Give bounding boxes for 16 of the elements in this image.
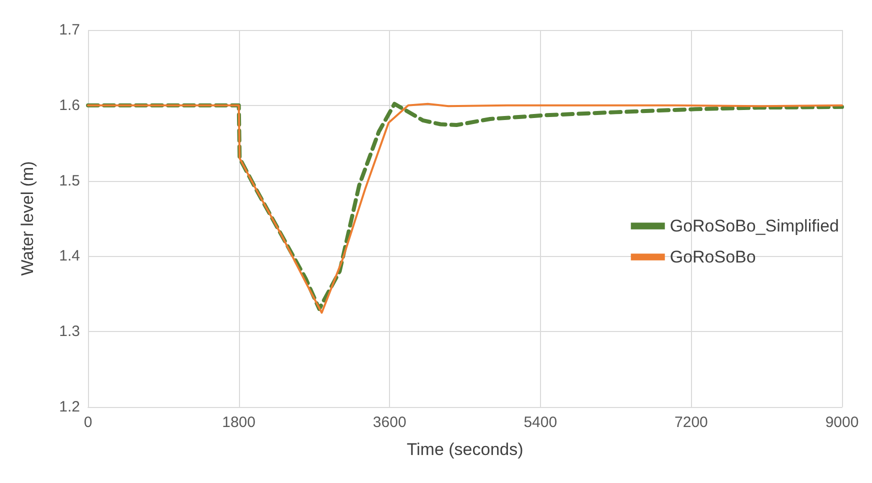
x-tick-label: 9000 bbox=[825, 414, 859, 431]
y-tick-label: 1.5 bbox=[59, 172, 80, 190]
legend-label: GoRoSoBo bbox=[670, 248, 756, 266]
legend-label: GoRoSoBo_Simplified bbox=[670, 216, 840, 236]
y-tick-label: 1.7 bbox=[59, 22, 80, 38]
y-tick-label: 1.6 bbox=[59, 96, 80, 114]
y-tick-label: 1.2 bbox=[59, 398, 80, 416]
x-tick-label: 5400 bbox=[524, 414, 558, 431]
x-axis-title: Time (seconds) bbox=[406, 440, 524, 459]
y-tick-label: 1.4 bbox=[59, 248, 80, 265]
y-tick-label: 1.3 bbox=[59, 323, 80, 340]
x-tick-label: 7200 bbox=[674, 414, 708, 431]
x-tick-label: 1800 bbox=[222, 414, 256, 431]
x-tick-label: 3600 bbox=[372, 414, 406, 431]
x-tick-label: 0 bbox=[84, 414, 92, 431]
y-axis-title: Water level (m) bbox=[18, 161, 37, 276]
